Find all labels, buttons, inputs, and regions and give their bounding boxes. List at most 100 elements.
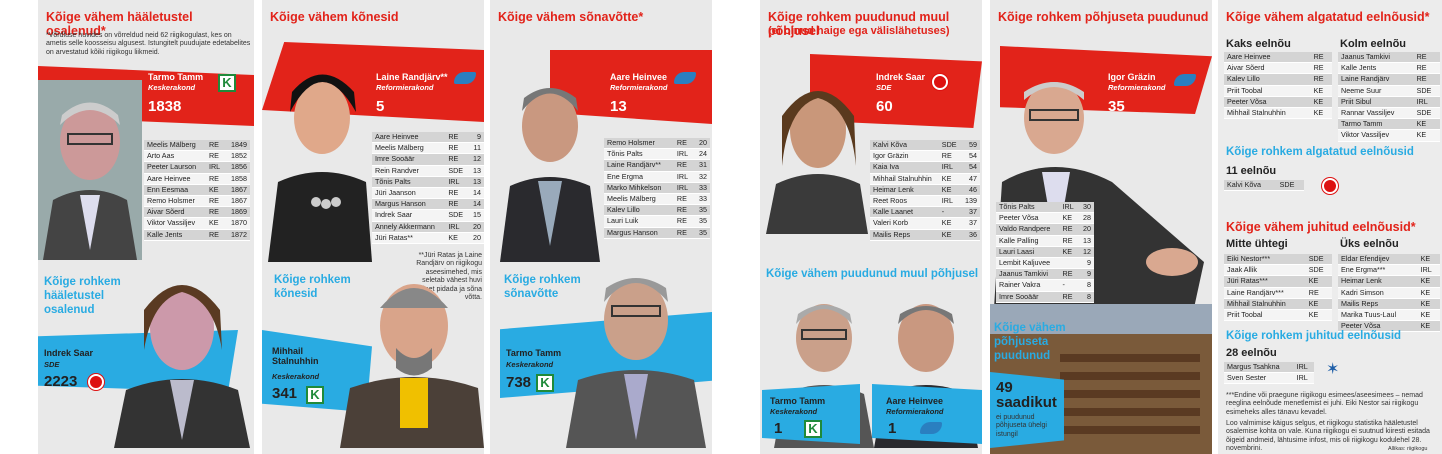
count-value: 32 <box>693 171 710 183</box>
party-code <box>1059 257 1079 270</box>
member-name: Meelis Mälberg <box>372 142 446 155</box>
party-code: - <box>1059 279 1079 292</box>
member-name: Tõnis Palts <box>996 202 1060 214</box>
member-name: Mihhail Stalnuhhin <box>870 173 939 185</box>
count-value: 37 <box>960 217 980 230</box>
table-row: Viktor Vassiljev KE 1870 <box>144 217 250 230</box>
count-value: 9 <box>1078 268 1094 281</box>
portrait-photo <box>560 244 710 448</box>
table-row: Neeme Suur SDE <box>1338 85 1440 97</box>
member-name: Kalle Laanet <box>870 206 939 219</box>
member-name: Kalle Jents <box>144 229 206 241</box>
ranking-table: Aare Heinvee RE 9 Meelis Mälberg RE 11 Imre So… <box>372 132 484 245</box>
member-name: Rein Randver <box>372 165 446 177</box>
count-value: 30 <box>1078 202 1094 214</box>
party-code: KE <box>1417 298 1440 311</box>
member-name: Peeter Võsa <box>996 212 1060 225</box>
party-code: RE <box>205 150 226 163</box>
member-name: Jaanus Tamkivi <box>996 268 1060 281</box>
count-value: 12 <box>1078 246 1094 259</box>
member-name: Mihhail Stalnuhhin <box>1224 298 1306 311</box>
party-code: RE <box>445 132 469 144</box>
section-title: Kõige vähem sõnavõtte* <box>498 10 644 24</box>
count-value: 20 <box>1078 223 1094 236</box>
table-row: Kadri Simson KE <box>1338 287 1440 299</box>
table-row: Heimar Lenk KE 46 <box>870 184 980 197</box>
member-name: Ene Ergma*** <box>1338 264 1418 277</box>
party-code: - <box>938 206 961 219</box>
member-name: Kalle Jents <box>1338 62 1414 75</box>
party-code: IRL <box>1059 202 1079 214</box>
ranking-table: Remo Holsmer RE 20 Tõnis Palts IRL 24 Laine Ra… <box>604 138 710 239</box>
column-least-remarks: Kõige vähem sõnavõtte* Aare Heinvee Refo… <box>490 0 712 454</box>
party-code: RE <box>673 215 694 228</box>
party-code: KE <box>1417 287 1440 299</box>
table-row: Reet Roos IRL 139 <box>870 195 980 208</box>
member-name: Rannar Vassiljev <box>1338 107 1414 120</box>
count-value: 35 <box>693 227 710 239</box>
leader-value: 1838 <box>148 98 182 115</box>
portrait-photo <box>38 80 142 260</box>
least-party-1: Keskerakond <box>770 407 818 416</box>
group-title: Kolm eelnõu <box>1340 38 1407 50</box>
count-value: 9 <box>1078 257 1094 270</box>
member-name: Kalvi Kõva <box>1224 180 1277 192</box>
member-name: Rainer Vakra <box>996 279 1060 292</box>
table-row: Margus Tsahkna IRL <box>1224 362 1314 374</box>
table-row: Lauri Laasi KE 12 <box>996 246 1094 259</box>
leader-value: 13 <box>610 98 627 115</box>
table-row: Marko Mihkelson IRL 33 <box>604 182 710 195</box>
table-row: Mihhail Stalnuhhin KE 47 <box>870 173 980 185</box>
column-most-absent-no-reason: Kõige rohkem põhjuseta puudunud Igor Grä… <box>990 0 1212 454</box>
party-code: KE <box>938 217 961 230</box>
bills-table: Aare Heinvee RE Aivar Sõerd RE Kalev Lillo RE… <box>1224 52 1332 120</box>
party-code: RE <box>1310 52 1332 64</box>
member-name: Valeri Korb <box>870 217 939 230</box>
member-name: Kadri Simson <box>1338 287 1418 299</box>
irl-cross-icon: ✶ <box>1326 361 1340 378</box>
member-name: Eiki Nestor*** <box>1224 254 1306 266</box>
table-row: Tõnis Palts IRL 30 <box>996 202 1094 214</box>
reformierakond-squirrel-icon <box>920 422 942 434</box>
party-code: IRL <box>673 148 694 161</box>
member-name: Kalev Lillo <box>604 204 674 217</box>
party-code: RE <box>673 159 694 172</box>
section-title: Kõige rohkem põhjuseta puudunud <box>998 10 1209 24</box>
count-value: 15 <box>468 209 484 222</box>
member-name: Aivar Sõerd <box>144 206 206 219</box>
count-value: 1872 <box>225 229 250 241</box>
column-least-speeches: Kõige vähem kõnesid Laine Randjärv** Ref… <box>262 0 484 454</box>
table-row: Jaak Allik SDE <box>1224 264 1332 277</box>
member-name: Remo Holsmer <box>144 195 206 208</box>
count-value: 47 <box>960 173 980 185</box>
table-row: Rainer Vakra -8 <box>996 279 1094 292</box>
member-name: Margus Hanson <box>604 227 674 239</box>
party-code: RE <box>1310 73 1332 86</box>
member-name: Imre Sooäär <box>996 291 1060 303</box>
keskerakond-logo-icon: K <box>218 74 236 92</box>
party-code: KE <box>1310 96 1332 109</box>
leader-value: 5 <box>376 98 385 115</box>
least-title: Kõige vähem põhjuseta puudunud <box>994 322 1066 362</box>
count-value: 33 <box>693 182 710 195</box>
member-name: Tõnis Palts <box>604 148 674 161</box>
table-row: Aare Heinvee RE 1858 <box>144 173 250 185</box>
table-row: Jüri Jaanson RE 14 <box>372 187 484 200</box>
member-name: Laine Randjärv*** <box>1224 287 1306 299</box>
table-row: Mailis Reps KE 36 <box>870 229 980 241</box>
most-title: Kõige rohkem sõnavõtte <box>504 274 581 300</box>
party-code: SDE <box>1413 107 1440 120</box>
party-code: RE <box>1413 52 1440 64</box>
ranking-table: Tõnis Palts IRL 30 Peeter Võsa KE 28 Valdo Ran… <box>996 202 1094 303</box>
party-code: KE <box>1417 320 1440 333</box>
count-value: 35 <box>693 215 710 228</box>
least-banner <box>990 372 1064 448</box>
most-initiated-title: Kõige rohkem algatatud eelnõusid <box>1226 146 1414 158</box>
least-banner <box>872 384 982 444</box>
table-row: Tõnis Palts IRL 24 <box>604 148 710 161</box>
count-value: 28 <box>1078 212 1094 225</box>
reformierakond-squirrel-icon <box>674 72 696 84</box>
count-value: 20 <box>468 232 484 245</box>
member-name: Viktor Vassiljev <box>1338 129 1414 142</box>
party-code: IRL <box>1417 264 1440 277</box>
